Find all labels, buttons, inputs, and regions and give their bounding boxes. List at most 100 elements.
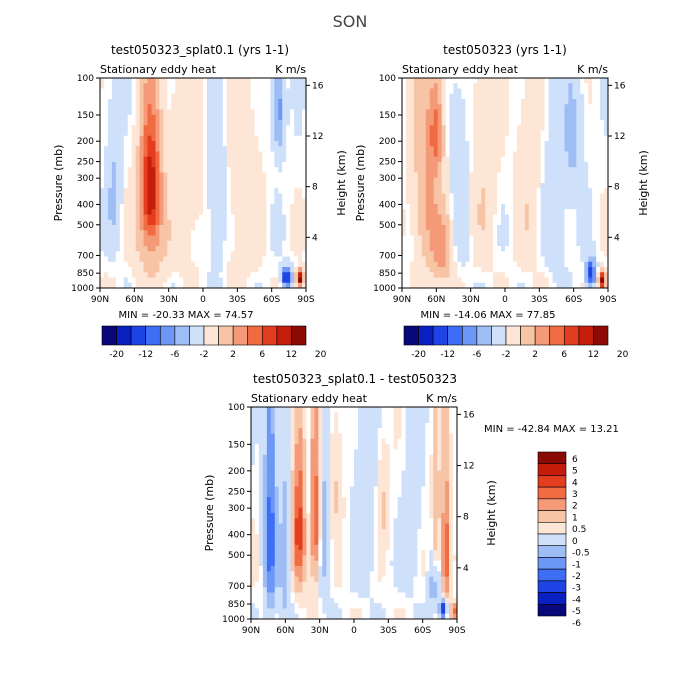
- heatmap-cell: [163, 88, 168, 95]
- colorbar-swatch: [261, 325, 278, 346]
- heatmap-cell: [441, 167, 447, 174]
- heatmap-cell: [600, 204, 605, 210]
- heatmap-cell: [147, 183, 153, 189]
- heatmap-cell: [572, 109, 577, 116]
- heatmap-cell: [489, 167, 494, 174]
- heatmap-cell: [103, 177, 109, 184]
- heatmap-cell: [199, 246, 204, 252]
- heatmap-cell: [270, 438, 276, 445]
- heatmap-cell: [167, 120, 172, 126]
- heatmap-cell: [139, 272, 145, 279]
- heatmap-cell: [107, 204, 113, 210]
- heatmap-cell: [604, 193, 608, 200]
- heatmap-cell: [314, 433, 319, 440]
- heatmap-cell: [175, 146, 180, 153]
- heatmap-cell: [246, 93, 252, 100]
- heatmap-cell: [449, 99, 455, 105]
- heatmap-cell: [544, 88, 550, 95]
- heatmap-cell: [246, 256, 252, 263]
- heatmap-cell: [489, 272, 494, 279]
- y-tick-label: 300: [77, 174, 94, 184]
- heatmap-cell: [159, 282, 164, 288]
- heatmap-cell: [191, 78, 196, 84]
- heatmap-cell: [147, 78, 153, 84]
- heatmap-cell: [282, 120, 287, 126]
- heatmap-cell: [131, 267, 137, 273]
- heatmap-cell: [103, 93, 109, 100]
- heatmap-cell: [167, 282, 172, 288]
- heatmap-cell: [425, 193, 431, 200]
- heatmap-cell: [596, 78, 601, 84]
- heatmap-cell: [210, 162, 216, 168]
- heatmap-cell: [171, 104, 176, 111]
- heatmap-cell: [302, 214, 306, 221]
- heatmap-cell: [528, 261, 534, 268]
- heatmap-cell: [282, 438, 288, 445]
- heatmap-cell: [214, 135, 220, 142]
- heatmap-cell: [568, 167, 573, 174]
- heatmap-cell: [167, 125, 172, 132]
- heatmap-cell: [298, 146, 303, 153]
- heatmap-cell: [572, 114, 577, 121]
- heatmap-cell: [298, 214, 303, 221]
- heatmap-cell: [294, 162, 299, 168]
- heatmap-cell: [421, 93, 427, 100]
- heatmap-cell: [167, 256, 172, 263]
- heatmap-cell: [477, 172, 482, 179]
- heatmap-cell: [417, 125, 423, 132]
- heatmap-cell: [572, 120, 577, 126]
- heatmap-cell: [294, 235, 299, 242]
- heatmap-cell: [290, 93, 295, 100]
- heatmap-cell: [115, 214, 121, 221]
- heatmap-cell: [429, 198, 435, 205]
- heatmap-cell: [588, 204, 593, 210]
- heatmap-cell: [402, 282, 407, 288]
- heatmap-cell: [246, 240, 252, 247]
- heatmap-cell: [584, 209, 589, 216]
- heatmap-cell: [103, 267, 109, 273]
- heatmap-cell: [600, 99, 605, 105]
- colorbar-swatch: [520, 325, 536, 346]
- heatmap-cell: [294, 93, 299, 100]
- heatmap-cell: [429, 78, 435, 84]
- heatmap-cell: [588, 198, 593, 205]
- heatmap-cell: [457, 88, 463, 95]
- heatmap-cell: [195, 240, 200, 247]
- heatmap-cell: [338, 465, 343, 472]
- colorbar-label: -2: [200, 350, 209, 360]
- heatmap-cell: [497, 151, 502, 158]
- heatmap-cell: [453, 188, 459, 195]
- heatmap-cell: [302, 449, 308, 456]
- heatmap-cell: [266, 141, 271, 147]
- heatmap-cell: [544, 230, 550, 237]
- heatmap-cell: [457, 114, 463, 121]
- heatmap-cell: [119, 141, 125, 147]
- heatmap-cell: [282, 167, 287, 174]
- heatmap-cell: [433, 449, 438, 456]
- heatmap-cell: [441, 417, 446, 424]
- heatmap-cell: [159, 167, 164, 174]
- heatmap-cell: [139, 177, 145, 184]
- heatmap-cell: [584, 188, 589, 195]
- heatmap-cell: [592, 172, 597, 179]
- heatmap-cell: [409, 83, 415, 90]
- heatmap-cell: [536, 256, 542, 263]
- heatmap-cell: [286, 272, 291, 279]
- heatmap-cell: [306, 422, 312, 429]
- heatmap-cell: [290, 412, 296, 419]
- heatmap-cell: [266, 135, 271, 142]
- heatmap-cell: [258, 78, 264, 84]
- heatmap-cell: [385, 407, 391, 413]
- heatmap-cell: [481, 272, 486, 279]
- heatmap-cell: [469, 230, 474, 237]
- heatmap-cell: [540, 235, 546, 242]
- heatmap-cell: [250, 251, 256, 258]
- heatmap-cell: [501, 146, 506, 153]
- heatmap-cell: [469, 156, 474, 163]
- heatmap-cell: [226, 198, 232, 205]
- heatmap-cell: [417, 135, 423, 142]
- heatmap-cell: [350, 449, 355, 456]
- heatmap-cell: [107, 88, 113, 95]
- heatmap-cell: [413, 104, 419, 111]
- heatmap-cell: [131, 246, 137, 252]
